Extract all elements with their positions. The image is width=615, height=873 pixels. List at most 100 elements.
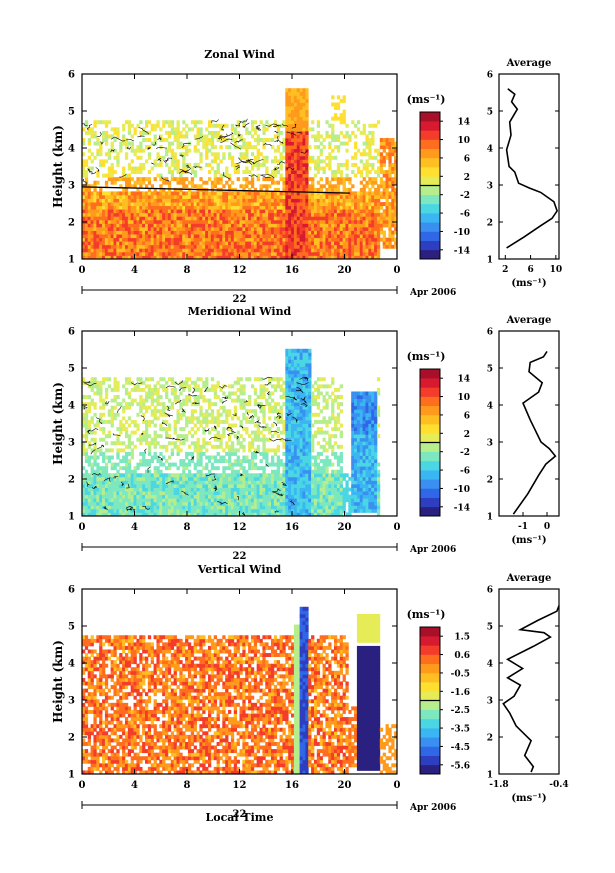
heatmap-cell (187, 148, 192, 153)
heatmap-cell (84, 244, 89, 249)
heatmap-cell (165, 177, 169, 182)
heatmap-cell (345, 130, 349, 135)
heatmap-cell (328, 198, 332, 203)
profile-y-tick-label: 2 (487, 219, 493, 229)
heatmap-cell (382, 241, 386, 246)
heatmap-cell (230, 180, 235, 185)
heatmap-cell (156, 198, 160, 203)
heatmap-cell (127, 466, 132, 471)
heatmap-cell (362, 141, 366, 146)
heatmap-cell (259, 198, 263, 203)
heatmap-cell (219, 202, 223, 207)
heatmap-cell (388, 180, 392, 185)
heatmap-cell (176, 416, 180, 421)
heatmap-cell (271, 226, 275, 231)
heatmap-cell (162, 412, 166, 417)
heatmap-cell (153, 209, 157, 214)
heatmap-cell (147, 476, 152, 481)
heatmap-cell (127, 255, 132, 260)
heatmap-cell (210, 377, 215, 382)
heatmap-cell (190, 237, 195, 242)
heatmap-cell (245, 480, 249, 485)
heatmap-cell (265, 230, 269, 235)
heatmap-cell (230, 462, 235, 467)
heatmap-cell (99, 419, 103, 424)
heatmap-cell (242, 212, 246, 217)
heatmap-cell (334, 194, 338, 199)
heatmap-cell (245, 230, 249, 235)
heatmap-cell (87, 480, 91, 485)
heatmap-cell (296, 123, 301, 128)
heatmap-cell (113, 194, 117, 199)
heatmap-cell (256, 173, 260, 178)
heatmap-cell (176, 205, 180, 210)
heatmap-cell (136, 462, 140, 467)
heatmap-cell (208, 501, 212, 506)
heatmap-cell (139, 377, 143, 382)
heatmap-cell (153, 255, 157, 260)
heatmap-cell (84, 451, 89, 456)
heatmap-cell (119, 141, 123, 146)
heatmap-cell (371, 237, 375, 242)
heatmap-cell (293, 152, 298, 157)
heatmap-cell (299, 162, 303, 167)
heatmap-cell (205, 162, 209, 167)
heatmap-cell (345, 255, 349, 260)
heatmap-cell (159, 459, 163, 464)
heatmap-cell (296, 166, 301, 171)
heatmap-cell (84, 194, 89, 199)
heatmap-cell (296, 209, 301, 214)
heatmap-cell (99, 505, 103, 510)
heatmap-cell (82, 162, 86, 167)
heatmap-cell (348, 244, 352, 249)
heatmap-cell (170, 473, 175, 478)
heatmap-cell (170, 387, 175, 392)
heatmap-cell (256, 194, 260, 199)
heatmap-cell (208, 508, 212, 513)
zero-contour (181, 142, 191, 148)
heatmap-cell (185, 216, 189, 221)
heatmap-cell (359, 234, 364, 239)
heatmap-cell (150, 487, 154, 492)
heatmap-cell (219, 198, 223, 203)
heatmap-cell (299, 216, 303, 221)
heatmap-cell (156, 216, 160, 221)
heatmap-cell (173, 244, 177, 249)
heatmap-cell (190, 402, 195, 407)
heatmap-cell (90, 480, 94, 485)
heatmap-cell (228, 230, 232, 235)
heatmap-cell (145, 505, 149, 510)
heatmap-cell (96, 501, 100, 506)
heatmap-cell (202, 491, 206, 496)
heatmap-cell (127, 469, 132, 474)
heatmap-cell (233, 244, 238, 249)
heatmap-cell (173, 430, 177, 435)
heatmap-cell (348, 241, 352, 246)
heatmap-cell (150, 219, 154, 224)
heatmap-cell (253, 223, 258, 228)
heatmap-cell (385, 173, 389, 178)
heatmap-cell (253, 508, 258, 513)
heatmap-cell (325, 234, 329, 239)
heatmap-cell (245, 219, 249, 224)
heatmap-cell (210, 508, 215, 513)
heatmap-cell (239, 212, 243, 217)
heatmap-cell (176, 451, 180, 456)
heatmap-cell (328, 219, 332, 224)
heatmap-cell (199, 255, 203, 260)
heatmap-cell (153, 198, 157, 203)
heatmap-cell (291, 223, 295, 228)
heatmap-cell (127, 451, 132, 456)
heatmap-cell (182, 476, 186, 481)
heatmap-cell (110, 251, 114, 256)
heatmap-cell (93, 241, 97, 246)
heatmap-cell (313, 237, 318, 242)
heatmap-cell (153, 476, 157, 481)
heatmap-cell (225, 234, 229, 239)
heatmap-cell (222, 212, 226, 217)
heatmap-cell (162, 405, 166, 410)
profile-line (505, 88, 558, 249)
heatmap-cell (336, 106, 341, 110)
heatmap-cell (145, 384, 149, 389)
heatmap-cell (93, 248, 97, 253)
